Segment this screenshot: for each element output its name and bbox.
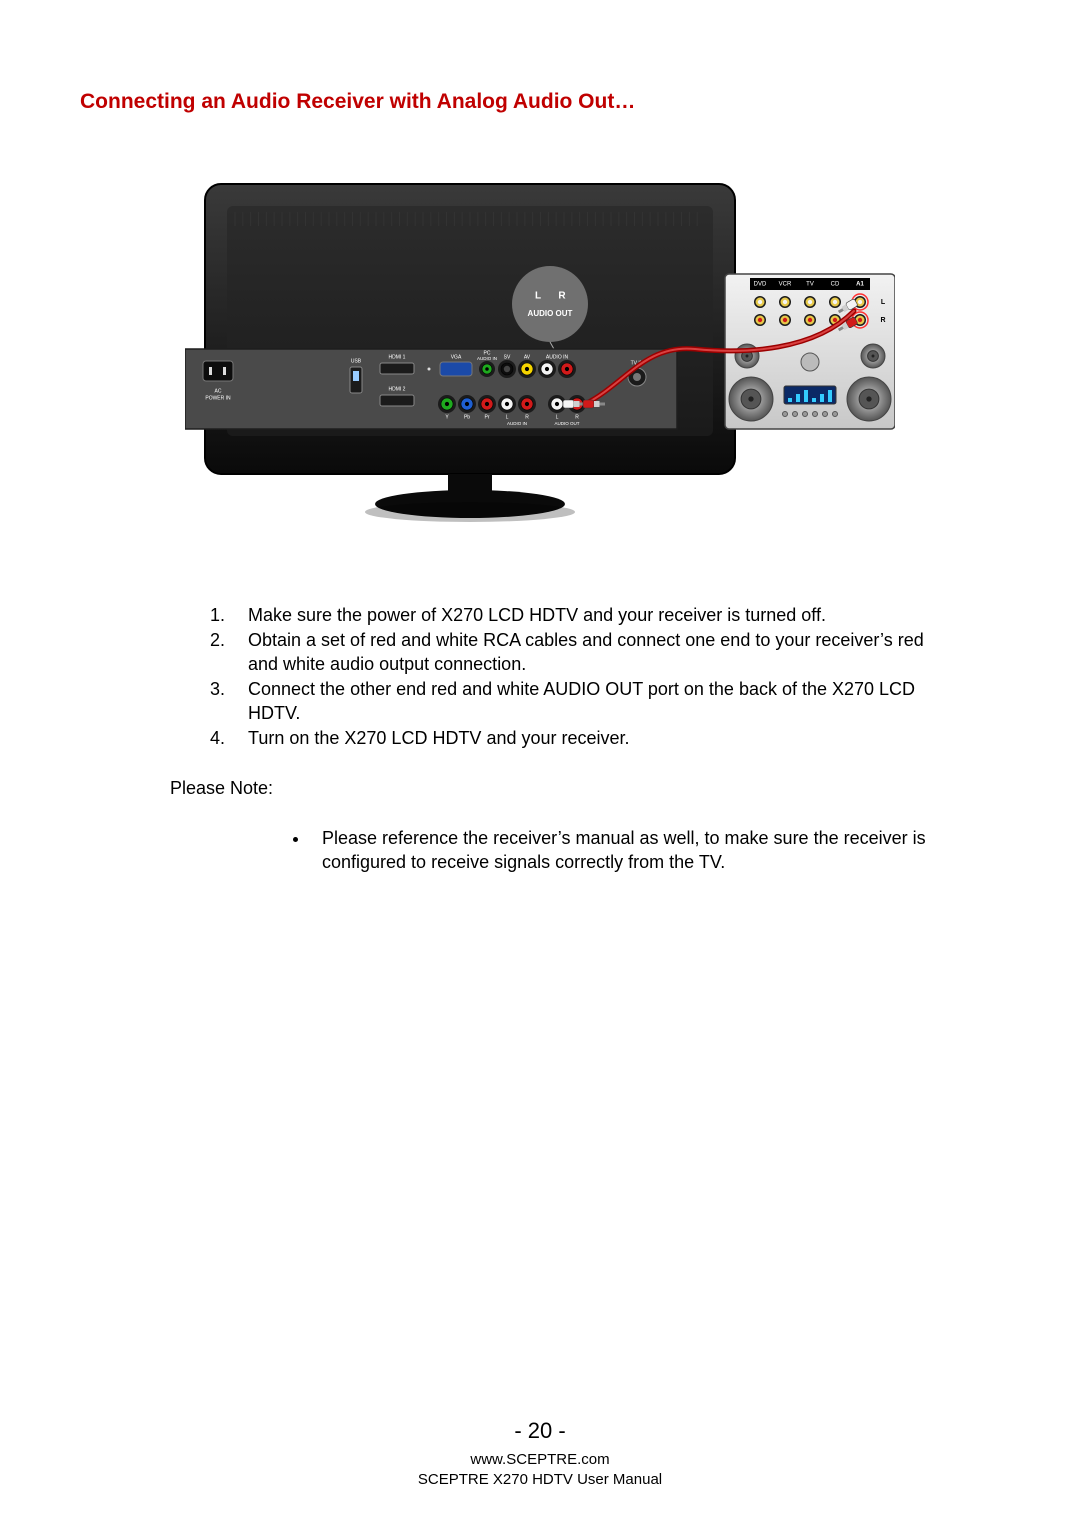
svg-text:Pr: Pr bbox=[485, 414, 490, 420]
step-item: Obtain a set of red and white RCA cables… bbox=[230, 629, 940, 676]
note-label: Please Note: bbox=[170, 778, 940, 799]
footer-manual: SCEPTRE X270 HDTV User Manual bbox=[0, 1470, 1080, 1490]
svg-text:HDMI 2: HDMI 2 bbox=[389, 386, 406, 392]
svg-text:AUDIO IN: AUDIO IN bbox=[477, 356, 497, 361]
notes-list: Please reference the receiver’s manual a… bbox=[310, 827, 940, 874]
svg-text:R: R bbox=[525, 414, 529, 420]
step-item: Connect the other end red and white AUDI… bbox=[230, 678, 940, 725]
step-item: Turn on the X270 LCD HDTV and your recei… bbox=[230, 727, 940, 750]
svg-text:POWER IN: POWER IN bbox=[205, 395, 231, 401]
note-item: Please reference the receiver’s manual a… bbox=[310, 827, 940, 874]
instructions-block: Make sure the power of X270 LCD HDTV and… bbox=[170, 604, 940, 874]
svg-text:A1: A1 bbox=[856, 282, 864, 288]
steps-list: Make sure the power of X270 LCD HDTV and… bbox=[230, 604, 940, 750]
section-heading: Connecting an Audio Receiver with Analog… bbox=[80, 90, 1000, 114]
svg-text:VGA: VGA bbox=[451, 354, 462, 360]
svg-text:HDMI 1: HDMI 1 bbox=[389, 354, 406, 360]
svg-text:CD: CD bbox=[831, 282, 840, 288]
svg-text:L: L bbox=[556, 414, 559, 420]
diagram-svg: LRAUDIO OUTACPOWER INUSBHDMI 1HDMI 2VGAP… bbox=[185, 174, 895, 534]
svg-text:AUDIO IN: AUDIO IN bbox=[546, 354, 569, 360]
svg-text:AV: AV bbox=[524, 354, 531, 360]
step-item: Make sure the power of X270 LCD HDTV and… bbox=[230, 604, 940, 627]
page-number: - 20 - bbox=[0, 1418, 1080, 1444]
svg-text:AUDIO IN: AUDIO IN bbox=[507, 421, 527, 426]
diagram-container: LRAUDIO OUTACPOWER INUSBHDMI 1HDMI 2VGAP… bbox=[80, 174, 1000, 534]
svg-text:USB: USB bbox=[351, 358, 362, 364]
svg-text:AUDIO OUT: AUDIO OUT bbox=[528, 309, 573, 318]
svg-text:L: L bbox=[535, 291, 541, 302]
svg-text:R: R bbox=[575, 414, 579, 420]
svg-text:R: R bbox=[880, 317, 885, 324]
svg-text:L: L bbox=[506, 414, 509, 420]
manual-page: Connecting an Audio Receiver with Analog… bbox=[0, 0, 1080, 1529]
svg-text:Pb: Pb bbox=[464, 414, 470, 420]
connection-diagram: LRAUDIO OUTACPOWER INUSBHDMI 1HDMI 2VGAP… bbox=[185, 174, 895, 534]
svg-text:R: R bbox=[558, 291, 566, 302]
svg-text:VCR: VCR bbox=[779, 282, 792, 288]
svg-text:L: L bbox=[881, 299, 886, 306]
page-footer: - 20 - www.SCEPTRE.com SCEPTRE X270 HDTV… bbox=[0, 1418, 1080, 1489]
svg-text:AC: AC bbox=[215, 388, 222, 394]
svg-text:SV: SV bbox=[504, 354, 511, 360]
footer-url: www.SCEPTRE.com bbox=[0, 1450, 1080, 1470]
svg-text:TV: TV bbox=[806, 282, 814, 288]
svg-text:DVD: DVD bbox=[754, 282, 767, 288]
svg-text:AUDIO OUT: AUDIO OUT bbox=[554, 421, 579, 426]
